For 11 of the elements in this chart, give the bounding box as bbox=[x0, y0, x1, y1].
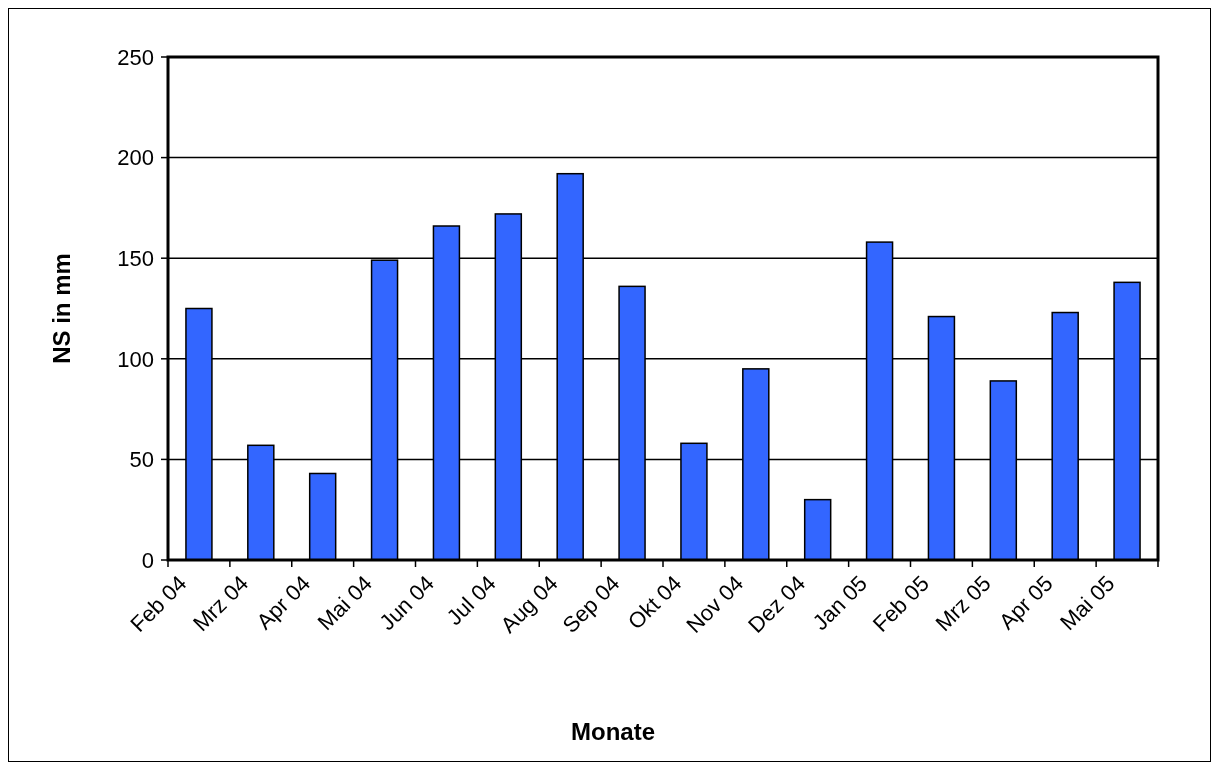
y-axis-title: NS in mm bbox=[48, 253, 75, 364]
x-tick-label: Jun 04 bbox=[374, 570, 439, 636]
x-tick-label: Apr 05 bbox=[994, 570, 1058, 635]
y-tick-label: 150 bbox=[117, 245, 154, 271]
y-tick-label: 200 bbox=[117, 145, 154, 171]
y-tick-label: 100 bbox=[117, 346, 154, 372]
y-tick-label: 0 bbox=[141, 547, 154, 573]
y-tick-label: 50 bbox=[129, 447, 154, 473]
x-tick-label: Mai 05 bbox=[1055, 570, 1120, 636]
y-tick-label: 250 bbox=[117, 44, 154, 70]
x-axis-title: Monate bbox=[571, 718, 655, 745]
